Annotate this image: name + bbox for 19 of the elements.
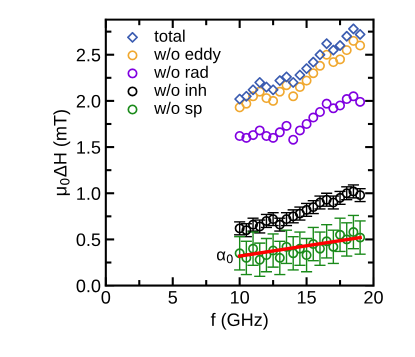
x-tick-label: 15 xyxy=(298,291,316,304)
legend-label: w/o eddy xyxy=(154,48,221,64)
y-tick-label: 1.0 xyxy=(77,187,100,200)
y-tick-label: 0.0 xyxy=(76,280,100,292)
legend-label: total xyxy=(154,30,185,42)
y-tick-label: 2.5 xyxy=(76,48,100,62)
x-tick-label: 5 xyxy=(168,291,178,304)
y-tick-label: 0.5 xyxy=(76,233,100,246)
y-tick-label: 1.5 xyxy=(77,141,100,154)
x-tick-label: 20 xyxy=(364,290,383,304)
legend-label: w/o rad xyxy=(154,66,208,78)
x-tick-label: 10 xyxy=(231,290,249,304)
x-tick-label: 0 xyxy=(102,290,110,304)
x-axis-title: f (GHz) xyxy=(210,312,268,330)
annotation: α$_{0}$ xyxy=(216,251,233,264)
legend-label: w/o sp xyxy=(154,102,202,118)
legend-label: w/o inh xyxy=(154,84,206,96)
y-axis-title: μ$_{0}$ΔH (mT) xyxy=(53,110,70,196)
y-tick-label: 2.0 xyxy=(76,94,100,108)
